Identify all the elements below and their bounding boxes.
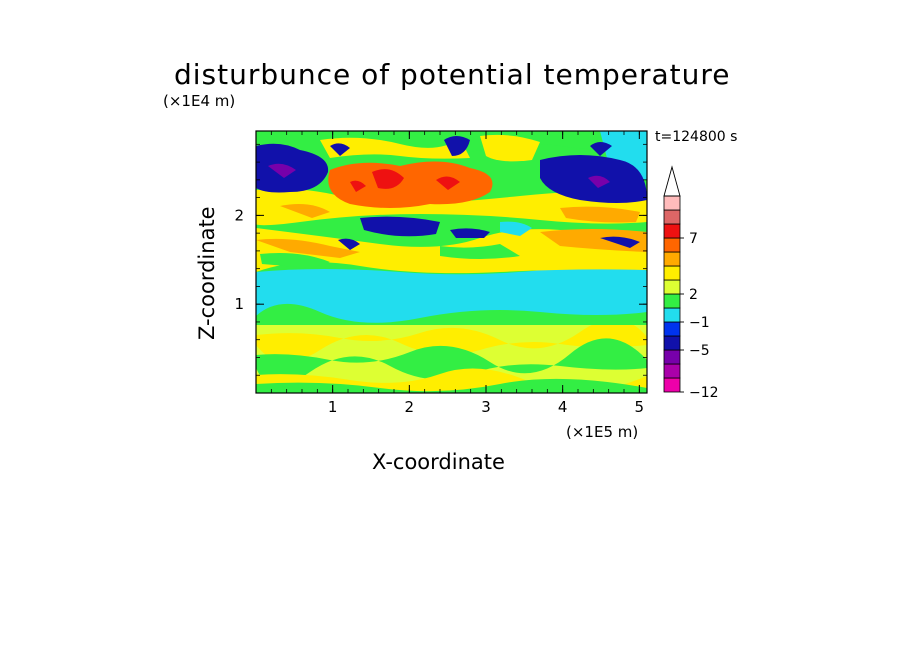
colorbar: 7 2 −1 −5 −12 xyxy=(663,165,719,401)
orange-right-mid xyxy=(560,206,640,223)
top-yellow-patch-2 xyxy=(480,134,540,162)
blue-blob-top-3 xyxy=(590,142,612,156)
purple-core-left xyxy=(268,163,296,178)
colorbar-segment xyxy=(663,265,681,281)
upper-orange-left xyxy=(280,204,330,218)
red-core-2 xyxy=(350,180,366,192)
plot-frame xyxy=(255,130,648,394)
colorbar-segment xyxy=(663,237,681,253)
colorbar-tick-label: 7 xyxy=(689,231,698,247)
red-core-3 xyxy=(436,176,460,190)
cyan-band xyxy=(256,263,647,323)
colorbar-tick-label: −1 xyxy=(689,315,710,331)
colorbar-segment xyxy=(663,349,681,365)
mid-orange-patch-left xyxy=(256,238,360,258)
colorbar-segment xyxy=(663,377,681,393)
orange-maximum xyxy=(328,161,493,208)
x-tick-label: 5 xyxy=(635,398,645,416)
chart-title: disturbunce of potential temperature xyxy=(174,58,731,91)
colorbar-segment xyxy=(663,279,681,295)
colorbar-extend-arrow xyxy=(663,165,681,197)
lower-yellow-band xyxy=(256,319,647,362)
x-ticks: 1 2 3 4 5 xyxy=(270,131,645,416)
blue-blob-top xyxy=(444,136,470,156)
x-tick-label: 3 xyxy=(481,398,491,416)
y-axis-unit: (×1E4 m) xyxy=(163,92,236,110)
y-ticks: 12 xyxy=(234,143,647,376)
colorbar-segment xyxy=(663,223,681,239)
x-tick-label: 1 xyxy=(328,398,338,416)
colorbar-segment xyxy=(663,195,681,211)
y-tick-label: 1 xyxy=(234,295,244,313)
x-tick-label: 4 xyxy=(558,398,568,416)
lower-green-band xyxy=(256,338,647,386)
colorbar-segment xyxy=(663,293,681,309)
y-tick-label: 2 xyxy=(234,206,244,224)
bottom-green-band xyxy=(256,378,647,393)
mid-green-patch-2 xyxy=(440,244,520,259)
red-core-1 xyxy=(372,169,404,189)
heatmap-field xyxy=(256,131,647,393)
colorbar-tick-label: −12 xyxy=(689,385,719,401)
upper-yellow-band xyxy=(256,188,647,226)
colorbar-segment xyxy=(663,209,681,225)
top-yellow-patch xyxy=(320,137,470,159)
purple-core-right xyxy=(588,175,610,188)
time-label: t=124800 s xyxy=(655,129,738,145)
blue-blob-top-2 xyxy=(330,143,350,156)
mid-orange-patch-right xyxy=(540,229,647,252)
blue-blob-mid-1 xyxy=(360,216,440,237)
colorbar-segment xyxy=(663,307,681,323)
colorbar-tick-label: −5 xyxy=(689,343,710,359)
blue-blob-mid-2 xyxy=(338,238,360,250)
colorbar-segment xyxy=(663,335,681,351)
colorbar-tick-label: 2 xyxy=(689,287,698,303)
colorbar-segment xyxy=(663,363,681,379)
x-axis-label: X-coordinate xyxy=(372,450,505,474)
colorbar-segment xyxy=(663,321,681,337)
mid-green-patch xyxy=(260,253,330,268)
x-tick-label: 2 xyxy=(405,398,415,416)
blue-blob-mid-3 xyxy=(450,228,490,238)
cyan-blob-mid xyxy=(500,221,532,236)
blue-blob-right-mid xyxy=(600,236,640,248)
x-axis-unit: (×1E5 m) xyxy=(566,423,639,441)
colorbar-segment xyxy=(663,251,681,267)
